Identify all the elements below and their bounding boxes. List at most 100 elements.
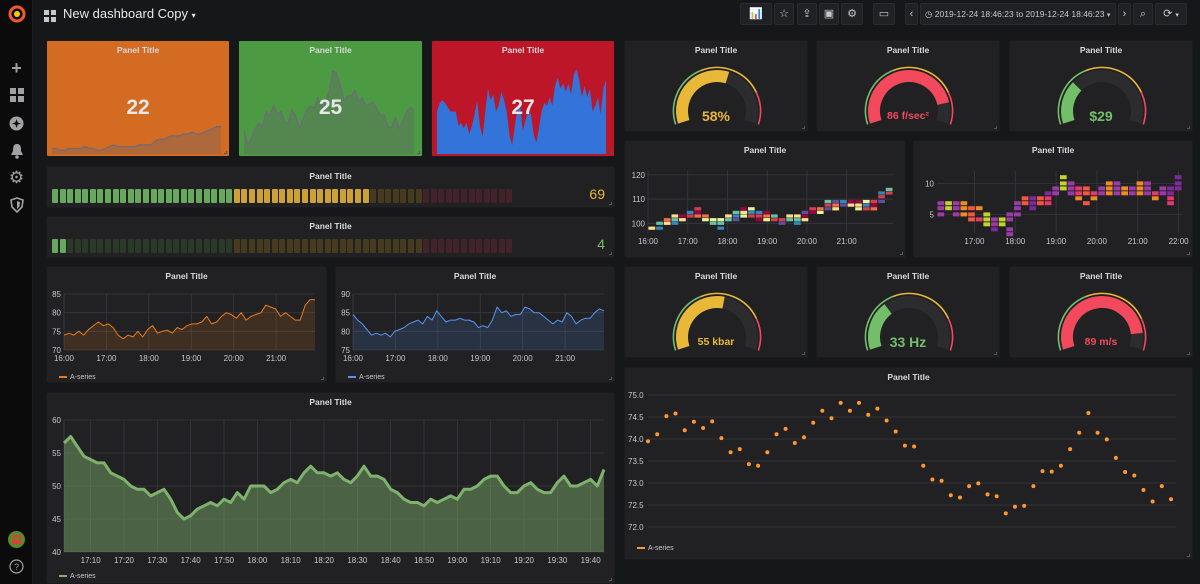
zoom-out-button[interactable]: ⌕ [1133, 3, 1153, 25]
share-button[interactable]: ⇪ [797, 3, 817, 25]
resize-handle[interactable] [609, 252, 612, 255]
resize-handle[interactable] [1187, 352, 1190, 355]
heatmap-cell [763, 218, 770, 222]
singlestat-panel[interactable]: Panel Title 25 [238, 40, 423, 157]
top-navbar: New dashboard Copy ▾ 📊 ☆ ⇪ ▣ ⚙ ▭ ‹ ◷ 201… [33, 0, 1200, 30]
scatter-point [746, 462, 751, 467]
alerting-bell-icon[interactable] [0, 143, 33, 163]
graph-panel[interactable]: Panel Title 70 75 80 85 16:00 17:00 18:00 19:00 2… [46, 266, 327, 383]
graph-panel[interactable]: Panel Title 75 80 85 90 16:00 17:00 18:00 19:00 2… [335, 266, 615, 383]
resize-handle[interactable] [609, 578, 612, 581]
gauge-panel[interactable]: Panel Title $29 [1009, 40, 1193, 132]
resize-handle[interactable] [1187, 126, 1190, 129]
time-forward-button[interactable]: › [1118, 3, 1131, 25]
grafana-logo[interactable] [0, 4, 33, 28]
bar-gauge-cells [52, 239, 514, 253]
bar-gauge-cell [203, 239, 210, 253]
y-tick-label: 45 [52, 515, 61, 524]
star-button[interactable]: ☆ [774, 3, 794, 25]
gauge-threshold-arc [700, 66, 758, 93]
y-tick-label: 50 [52, 482, 61, 491]
heatmap-cell [732, 210, 740, 214]
resize-handle[interactable] [609, 377, 612, 380]
settings-button[interactable]: ⚙ [841, 3, 863, 25]
gauge-panel[interactable]: Panel Title 89 m/s [1009, 266, 1193, 358]
time-back-button[interactable]: ‹ [905, 3, 918, 25]
gauge-panel[interactable]: Panel Title 33 Hz [816, 266, 1000, 358]
configuration-gear-icon[interactable]: ⚙ [8, 168, 25, 187]
bar-gauge-cell [445, 189, 452, 203]
scatter-point [1095, 430, 1100, 435]
gauge-panel[interactable]: Panel Title 55 kbar [624, 266, 808, 358]
bar-gauge-cell [52, 189, 58, 203]
heatmap-cell [870, 207, 878, 211]
y-tick-label: 100 [632, 219, 646, 228]
heatmap-cell [1174, 175, 1182, 180]
dashboard-title[interactable]: New dashboard Copy ▾ [63, 6, 196, 21]
bar-gauge-cell [67, 189, 74, 203]
legend-item[interactable]: A-series [637, 545, 674, 552]
resize-handle[interactable] [1187, 252, 1190, 255]
resize-handle[interactable] [609, 151, 612, 154]
server-admin-shield-icon[interactable] [0, 197, 33, 217]
scatter-point [774, 432, 779, 437]
add-panel-button[interactable]: 📊 [740, 3, 772, 25]
legend-item[interactable]: A-series [59, 573, 96, 580]
user-avatar[interactable] [0, 531, 33, 552]
explore-icon[interactable] [0, 116, 33, 135]
resize-handle[interactable] [417, 151, 420, 154]
gauge-panel[interactable]: Panel Title 58% [624, 40, 808, 132]
heatmap-cell [824, 203, 832, 207]
bar-gauge-panel[interactable]: Panel Title 69 [46, 166, 615, 208]
x-tick-label: 18:20 [314, 556, 335, 565]
resize-handle[interactable] [1187, 554, 1190, 557]
resize-handle[interactable] [802, 126, 805, 129]
resize-handle[interactable] [609, 202, 612, 205]
heatmap-cell [1037, 201, 1044, 206]
heatmap-cell [794, 218, 801, 222]
resize-handle[interactable] [994, 352, 997, 355]
panel-title: Panel Title [501, 45, 545, 55]
bar-gauge-cell [165, 239, 172, 253]
panel-title: Panel Title [886, 45, 930, 55]
bar-gauge-cell [271, 239, 278, 253]
refresh-button[interactable]: ⟳ ▾ [1155, 3, 1187, 25]
help-icon[interactable]: ? [0, 559, 33, 578]
save-button[interactable]: ▣ [819, 3, 839, 25]
gauge-value-arc [676, 70, 730, 124]
gauge-threshold-arc [947, 318, 954, 351]
legend-item[interactable]: A-series [348, 374, 385, 381]
heatmap-panel[interactable]: Panel Title 100 110 120 16:00 17:00 18:00 19:00… [624, 140, 906, 258]
heatmap-cell [1083, 191, 1090, 196]
plus-icon[interactable]: + [11, 58, 22, 78]
tv-mode-button[interactable]: ▭ [873, 3, 895, 25]
resize-handle[interactable] [994, 126, 997, 129]
dashboard-grid-icon[interactable] [44, 9, 56, 27]
y-tick-label: 72.0 [628, 523, 644, 532]
dashboards-icon[interactable] [0, 88, 33, 106]
heatmap-cell [1159, 186, 1167, 191]
gauge-panel[interactable]: Panel Title 86 f/sec² [816, 40, 1000, 132]
resize-handle[interactable] [900, 252, 903, 255]
x-tick-label: 17:00 [678, 237, 699, 246]
gauge-threshold-arc [755, 92, 762, 125]
gauge-threshold-arc [947, 92, 954, 125]
bar-gauge-cell [203, 189, 210, 203]
heatmap-cell [786, 218, 793, 222]
scatter-graph-panel[interactable]: Panel Title 72.0 72.5 73.0 73.5 74.0 74.5 75.0 A… [624, 367, 1193, 560]
heatmap-cell [732, 218, 740, 222]
resize-handle[interactable] [321, 377, 324, 380]
resize-handle[interactable] [802, 352, 805, 355]
singlestat-panel[interactable]: Panel Title 22 [46, 40, 230, 157]
heatmap-panel[interactable]: Panel Title 5 10 17:00 18:00 19:00 20:00 21:00 2… [913, 140, 1193, 258]
panel-title: Panel Title [453, 271, 497, 281]
scatter-point [847, 408, 852, 413]
time-range-picker[interactable]: ◷ 2019-12-24 18:46:23 to 2019-12-24 18:4… [920, 3, 1116, 25]
singlestat-panel[interactable]: Panel Title 27 [431, 40, 615, 157]
resize-handle[interactable] [224, 151, 227, 154]
bar-gauge-cell [362, 189, 369, 203]
legend-item[interactable]: A-series [59, 374, 96, 381]
graph-panel[interactable]: Panel Title 40 45 50 55 60 17:10 17:20 17:30 17:4… [46, 392, 615, 584]
bar-gauge-panel[interactable]: Panel Title 4 [46, 216, 615, 258]
bar-gauge-cells [52, 189, 514, 203]
